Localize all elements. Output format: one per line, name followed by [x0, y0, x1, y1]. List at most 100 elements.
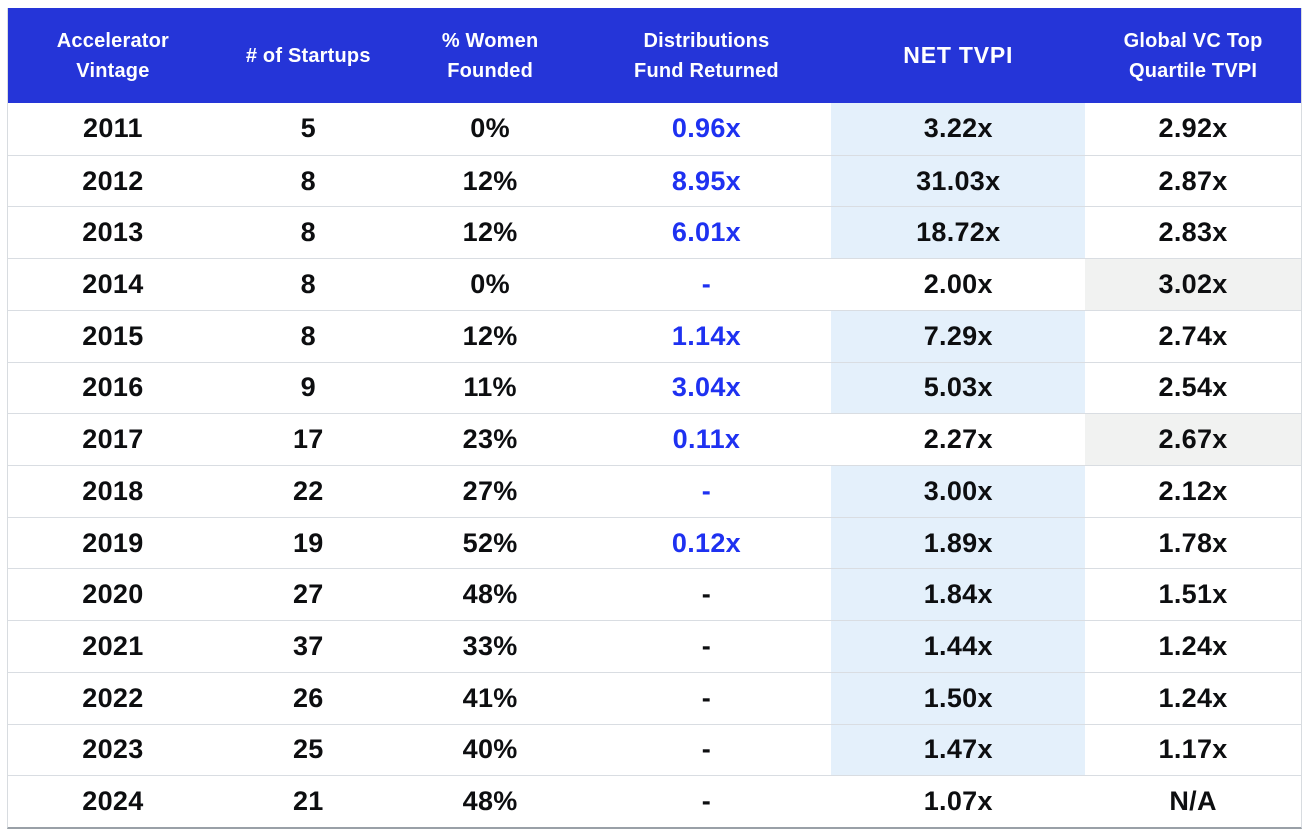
global-tvpi-cell: 2.87x: [1085, 154, 1301, 207]
global-tvpi-cell: 2.92x: [1158, 113, 1228, 144]
startups-count-cell: 27: [217, 568, 399, 620]
table-row: 2024 21 48% -1.07x N/A: [8, 775, 1301, 827]
vintage-cell: 2020: [8, 568, 218, 620]
startups-count-cell: 8: [217, 258, 399, 310]
distributions-cell: 8.95x: [581, 154, 832, 207]
net-tvpi-cell: 3.00x: [831, 465, 1086, 517]
net-tvpi-cell: 1.89x: [831, 516, 1086, 569]
net-tvpi-cell: 31.03x: [831, 154, 1086, 207]
header-net-tvpi: NET TVPI: [903, 42, 1014, 69]
women-founded-cell: 41%: [398, 671, 582, 724]
table-row: 2018 22 27% -3.00x 2.12x: [8, 465, 1301, 517]
net-tvpi-cell: 1.07x: [831, 775, 1086, 827]
distributions-cell: -: [581, 258, 832, 310]
header-num-startups: # of Startups: [245, 44, 371, 67]
net-tvpi-cell: 2.27x: [831, 413, 1086, 465]
global-tvpi-cell: 2.54x: [1085, 361, 1301, 414]
women-founded-cell: 23%: [398, 413, 582, 465]
table-row: 2015 8 12% 1.14x 7.29x 2.74x: [8, 309, 1301, 362]
startups-count-cell: 8: [217, 206, 399, 258]
startups-count-cell: 37: [217, 620, 399, 672]
vintage-cell: 2024: [8, 775, 218, 827]
distributions-cell: 3.04x: [581, 361, 832, 414]
global-tvpi-cell: 2.74x: [1085, 309, 1301, 362]
women-founded-cell: 33%: [398, 620, 582, 672]
startups-count-cell: 26: [217, 671, 399, 724]
distributions-cell: -: [581, 568, 832, 620]
vintage-cell: 2021: [8, 620, 218, 672]
startups-count-cell: 22: [217, 465, 399, 517]
vintage-cell: 2016: [8, 361, 218, 414]
distributions-cell: -: [581, 723, 832, 776]
startups-count-cell: 9: [217, 361, 399, 414]
distributions-cell: 0.12x: [581, 516, 832, 569]
net-tvpi-cell: 1.50x: [831, 671, 1086, 724]
header-distributions-fund-returned: Distributions Fund Returned: [634, 29, 779, 82]
net-tvpi-cell: 2.00x: [831, 258, 1086, 310]
net-tvpi-cell: 1.47x: [831, 723, 1086, 776]
women-founded-cell: 12%: [398, 309, 582, 362]
table-row: 2021 37 33% -1.44x 1.24x: [8, 620, 1301, 672]
table-row: 2014 8 0% -2.00x 3.02x: [8, 258, 1301, 310]
distributions-cell: -: [581, 620, 832, 672]
startups-count-cell: 8: [217, 154, 399, 207]
distributions-cell: -: [581, 671, 832, 724]
table-row: 2022 26 41% -1.50x 1.24x: [8, 671, 1301, 724]
net-tvpi-cell: 18.72x: [831, 206, 1086, 259]
women-founded-cell: 12%: [398, 206, 582, 258]
global-tvpi-cell: 2.83x: [1085, 206, 1301, 258]
net-tvpi-cell: 5.03x: [831, 361, 1086, 414]
distributions-cell: 0.11x: [581, 413, 832, 465]
women-founded-cell: 27%: [398, 465, 582, 517]
startups-count-cell: 21: [217, 775, 399, 827]
table-row: 2016 9 11% 3.04x 5.03x 2.54x: [8, 361, 1301, 414]
global-tvpi-cell: 3.02x: [1085, 258, 1301, 310]
startups-count-cell: 25: [217, 723, 399, 776]
global-tvpi-cell: 2.12x: [1085, 465, 1301, 517]
distributions-cell: 0.96x: [671, 113, 741, 144]
global-tvpi-cell: N/A: [1085, 775, 1301, 827]
vintage-cell: 2015: [8, 309, 218, 362]
startups-count-cell: 8: [217, 309, 399, 362]
global-tvpi-cell: 1.51x: [1085, 568, 1301, 620]
vintage-cell: 2023: [8, 723, 218, 776]
distributions-cell: -: [581, 465, 832, 517]
net-tvpi-cell: 1.44x: [831, 620, 1086, 672]
women-founded-cell: 48%: [398, 775, 582, 827]
vintage-cell: 2012: [8, 154, 218, 207]
women-founded-cell: 0%: [470, 113, 510, 144]
header-global-vc-top-quartile-tvpi: Global VC Top Quartile TVPI: [1123, 29, 1263, 82]
table-body: 2011 5 0% 0.96x 3.22x 2.92x 2012 8 12% 8.95x 31.03…: [8, 103, 1301, 827]
women-founded-cell: 0%: [398, 258, 582, 310]
table-row: 2011 5 0% 0.96x 3.22x 2.92x: [8, 103, 1301, 155]
distributions-cell: 1.14x: [581, 309, 832, 362]
distributions-cell: -: [581, 775, 832, 827]
distributions-cell: 6.01x: [581, 206, 832, 258]
table-row: 2012 8 12% 8.95x 31.03x 2.87x: [8, 154, 1301, 207]
global-tvpi-cell: 1.24x: [1085, 671, 1301, 724]
women-founded-cell: 52%: [398, 516, 582, 569]
vintage-performance-table: Accelerator Vintage # of Startups % Wome…: [7, 8, 1302, 829]
vintage-cell: 2011: [83, 113, 143, 144]
vintage-cell: 2013: [8, 206, 218, 258]
table-row: 2020 27 48% -1.84x 1.51x: [8, 568, 1301, 621]
vintage-cell: 2022: [8, 671, 218, 724]
women-founded-cell: 12%: [398, 154, 582, 207]
table-row: 2023 25 40% -1.47x 1.17x: [8, 723, 1301, 776]
vintage-cell: 2019: [8, 516, 218, 569]
net-tvpi-cell: 3.22x: [831, 103, 1086, 155]
net-tvpi-cell: 7.29x: [831, 309, 1086, 362]
global-tvpi-cell: 1.17x: [1085, 723, 1301, 776]
women-founded-cell: 48%: [398, 568, 582, 620]
table-row: 2017 17 23% 0.11x 2.27x 2.67x: [8, 413, 1301, 466]
global-tvpi-cell: 1.24x: [1085, 620, 1301, 672]
vintage-cell: 2017: [8, 413, 218, 465]
global-tvpi-cell: 1.78x: [1085, 516, 1301, 569]
vintage-cell: 2018: [8, 465, 218, 517]
header-percent-women-founded: % Women Founded: [441, 29, 539, 82]
startups-count-cell: 19: [217, 516, 399, 569]
header-accelerator-vintage: Accelerator Vintage: [56, 29, 170, 82]
women-founded-cell: 11%: [398, 361, 582, 414]
vintage-cell: 2014: [8, 258, 218, 310]
global-tvpi-cell: 2.67x: [1085, 413, 1301, 466]
